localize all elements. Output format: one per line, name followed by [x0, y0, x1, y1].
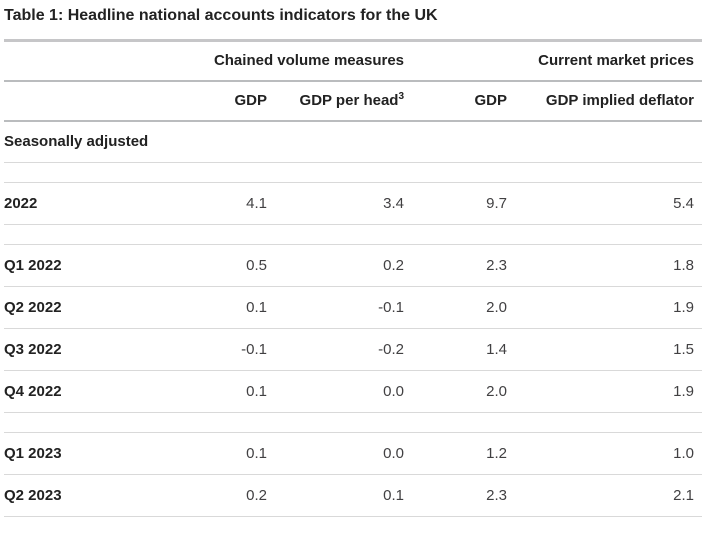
cell-value: 4.1 — [246, 195, 267, 212]
cell-value: 1.2 — [486, 445, 508, 462]
cell-value: -0.2 — [378, 341, 405, 358]
row-label: Q2 2023 — [4, 487, 62, 504]
row-label: Q2 2022 — [4, 299, 62, 316]
spacer-cell — [4, 413, 702, 433]
table-row-q2-2023: Q2 2023 0.2 0.1 2.3 2.1 — [4, 475, 702, 517]
cell-value: 2.1 — [673, 487, 695, 504]
cell-value: 9.7 — [486, 195, 508, 212]
cell-value: 0.1 — [246, 299, 267, 316]
cell-value: 0.0 — [383, 383, 405, 400]
cell-value: 3.4 — [383, 195, 405, 212]
row-label: 2022 — [4, 195, 38, 212]
spacer-row — [4, 413, 702, 433]
cell-value: 0.2 — [383, 257, 405, 274]
table-row-q1-2023: Q1 2023 0.1 0.0 1.2 1.0 — [4, 433, 702, 475]
spacer-cell — [4, 163, 702, 183]
cell-value: 0.1 — [246, 445, 267, 462]
column-header-row: GDP GDP per head3 GDP GDP implied deflat… — [4, 80, 702, 122]
cell-value: -0.1 — [378, 299, 405, 316]
cell-value: 1.8 — [673, 257, 695, 274]
cell-value: 1.4 — [486, 341, 508, 358]
corner-cell — [4, 80, 174, 122]
cell-value: 2.3 — [486, 487, 508, 504]
row-label: Q1 2022 — [4, 257, 62, 274]
cell-value: 2.3 — [486, 257, 508, 274]
group-header-current-market-prices: Current market prices — [412, 40, 702, 82]
column-header-gdp-per-head: GDP per head3 — [275, 80, 413, 122]
row-label: Q3 2022 — [4, 341, 62, 358]
table-row-2022: 2022 4.1 3.4 9.7 5.4 — [4, 183, 702, 225]
cell-value: 1.9 — [673, 383, 695, 400]
section-label: Seasonally adjusted — [4, 133, 149, 151]
table-row-q1-2022: Q1 2022 0.5 0.2 2.3 1.8 — [4, 245, 702, 287]
cell-value: 2.0 — [486, 299, 508, 316]
cell-value: 5.4 — [673, 195, 695, 212]
cell-value: 0.1 — [383, 487, 405, 504]
cell-value: 1.9 — [673, 299, 695, 316]
section-row-seasonally-adjusted: Seasonally adjusted — [4, 121, 702, 163]
cell-value: 0.2 — [246, 487, 267, 504]
group-header-chained-volume-measures: Chained volume measures — [174, 40, 413, 82]
footnote-marker: 3 — [398, 91, 405, 102]
column-header-gdp-per-head-label: GDP per head — [299, 92, 399, 109]
cell-value: 1.5 — [673, 341, 695, 358]
corner-cell — [4, 40, 174, 82]
spacer-cell — [4, 225, 702, 245]
cell-value: 0.5 — [246, 257, 267, 274]
row-label: Q4 2022 — [4, 383, 62, 400]
cell-value: 0.0 — [383, 445, 405, 462]
page: Table 1: Headline national accounts indi… — [4, 7, 702, 517]
table-row-q2-2022: Q2 2022 0.1 -0.1 2.0 1.9 — [4, 287, 702, 329]
cell-value: 0.1 — [246, 383, 267, 400]
table-row-q3-2022: Q3 2022 -0.1 -0.2 1.4 1.5 — [4, 329, 702, 371]
row-label: Q1 2023 — [4, 445, 62, 462]
column-header-gdp-cmp: GDP — [412, 80, 516, 122]
cell-value: -0.1 — [241, 341, 267, 358]
cell-value: 1.0 — [673, 445, 695, 462]
national-accounts-table: Chained volume measures Current market p… — [4, 39, 702, 517]
column-header-gdp-implied-deflator: GDP implied deflator — [515, 80, 702, 122]
spacer-row — [4, 225, 702, 245]
cell-value: 2.0 — [486, 383, 508, 400]
group-header-row: Chained volume measures Current market p… — [4, 40, 702, 82]
column-header-gdp-cvm: GDP — [174, 80, 275, 122]
spacer-row — [4, 163, 702, 183]
table-row-q4-2022: Q4 2022 0.1 0.0 2.0 1.9 — [4, 371, 702, 413]
table-title: Table 1: Headline national accounts indi… — [4, 7, 438, 24]
